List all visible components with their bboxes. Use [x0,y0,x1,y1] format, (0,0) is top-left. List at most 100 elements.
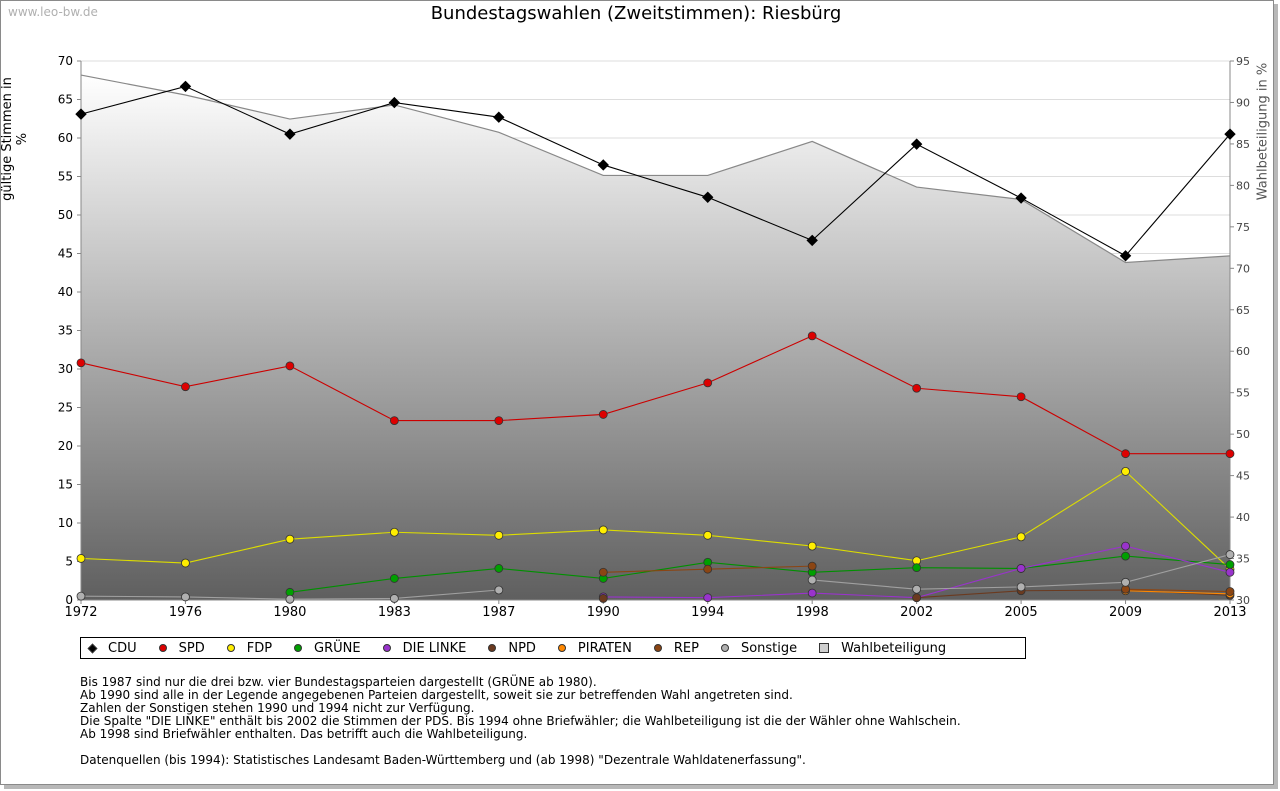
legend-label: NPD [508,640,536,656]
data-point [1015,192,1027,204]
y2-tick-label: 75 [1236,221,1250,234]
note-line: Die Spalte "DIE LINKE" enthält bis 2002 … [80,714,961,728]
series-line [1125,590,1231,595]
x-tick-label: 1980 [273,605,306,620]
legend-label: REP [673,640,699,656]
data-point [1225,587,1235,596]
y-tick-label: 50 [58,208,73,222]
legend-swatch [557,644,566,652]
data-point [76,358,86,368]
turnout-line [80,74,1231,264]
legend-label: SPD [178,640,205,656]
data-point [598,594,608,603]
data-point [285,594,295,604]
y-tick-label: 10 [58,516,73,530]
data-point [703,378,713,388]
data-point [597,159,609,171]
data-point [703,593,713,603]
y2-tick-label: 85 [1236,138,1250,151]
legend-swatch [819,643,830,653]
data-point [1121,449,1130,459]
data-point [1224,128,1236,140]
series-cdu [75,80,1236,262]
y2-tick-label: 90 [1236,96,1250,109]
note-line: Datenquellen (bis 1994): Statistisches L… [80,753,806,767]
y-tick-label: 20 [58,439,73,453]
y2-tick-label: 80 [1236,179,1250,192]
data-point [1016,564,1026,573]
data-point [76,554,86,563]
y-tick-label: 45 [58,247,73,261]
data-point [912,593,922,603]
legend-swatch [488,644,497,652]
x-tick-label: 1983 [378,605,411,620]
legend-swatch [653,644,662,652]
legend-item: Sonstige [720,640,798,656]
data-point [285,361,295,371]
data-point [807,588,817,598]
data-point [75,108,87,120]
watermark: www.leo-bw.de [8,5,98,19]
y2-tick-label: 70 [1236,262,1250,275]
data-point [179,80,192,93]
data-point [1016,582,1026,592]
legend-item: NPD [488,641,536,656]
data-point [598,525,608,535]
y2-tick-label: 65 [1236,304,1250,317]
note-line: Ab 1998 sind Briefwähler enthalten. Das … [80,727,528,741]
data-point [1225,560,1235,569]
y-tick-label: 35 [58,324,73,338]
y2-tick-label: 45 [1236,470,1250,483]
legend-swatch [87,643,98,653]
legend-label: DIE LINKE [402,640,467,656]
legend-label: Sonstige [740,640,798,656]
legend: CDU SPD FDP GRÜNE DIE LINKE NPD PIRATEN REP Sons… [80,637,1026,659]
legend-label: Wahlbeteiligung [841,640,947,656]
series-line [80,85,1231,257]
data-point [912,563,922,573]
data-point [598,567,608,577]
y2-tick-label: 30 [1236,594,1250,607]
x-tick-label: 1987 [482,605,515,620]
legend-item: CDU [87,641,137,656]
data-point [389,594,399,603]
y-tick-label: 5 [65,555,73,569]
legend-swatch [720,644,729,652]
data-point [703,564,713,574]
x-tick-label: 1990 [587,605,620,620]
note-line: Bis 1987 sind nur die drei bzw. vier Bun… [80,675,597,689]
chart-title: Bundestagswahlen (Zweitstimmen): Riesbür… [430,3,842,24]
data-point [76,591,86,601]
legend-label: FDP [246,640,273,656]
data-point [494,416,504,425]
notes: Bis 1987 sind nur die drei bzw. vier Bun… [80,676,961,767]
legend-label: PIRATEN [577,640,632,656]
y-tick-label: 55 [58,170,73,184]
data-point [1225,567,1235,577]
data-point [702,191,714,203]
turnout-area [80,74,1231,600]
series-line [80,335,1230,455]
data-point [1121,467,1130,476]
data-point [494,530,504,540]
data-point [910,138,923,150]
legend-item: PIRATEN [557,640,632,656]
data-point [1225,449,1235,459]
legend-swatch [158,644,167,652]
x-tick-label: 2013 [1213,605,1246,620]
data-point [1119,250,1132,262]
data-point [389,574,399,583]
y2-tick-label: 55 [1236,387,1250,400]
y-tick-label: 0 [65,593,73,607]
series-line [80,470,1231,570]
y2-tick-label: 35 [1236,553,1250,566]
y-tick-label: 15 [58,478,73,492]
legend-item: REP [653,640,699,656]
note-line: Ab 1990 sind alle in der Legende angegeb… [80,688,793,702]
x-tick-label: 2009 [1109,605,1142,620]
series-rep [598,561,1235,596]
legend-swatch [226,644,235,652]
legend-item: SPD [158,640,205,656]
x-tick-label: 1972 [64,605,97,620]
